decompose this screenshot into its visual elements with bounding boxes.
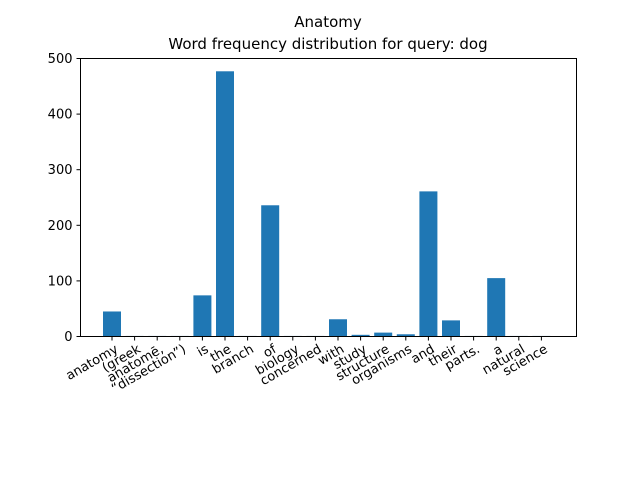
bar-14 — [419, 191, 438, 337]
bar-13 — [396, 334, 415, 337]
y-tick-label-3: 300 — [48, 163, 73, 178]
chart-title: Anatomy — [294, 13, 362, 31]
chart-subtitle: Word frequency distribution for query: d… — [168, 35, 487, 53]
y-tick-label-2: 200 — [48, 219, 73, 234]
bar-5 — [216, 71, 234, 337]
bar-7 — [261, 205, 280, 337]
bar-17 — [487, 278, 506, 337]
y-tick-label-1: 100 — [48, 274, 73, 289]
bar-10 — [329, 319, 347, 337]
bar-11 — [351, 334, 370, 337]
bar-0 — [103, 311, 121, 337]
bar-4 — [193, 295, 212, 337]
bar-15 — [442, 320, 460, 337]
y-axis: 0 100 200 300 400 500 — [48, 52, 81, 345]
bar-12 — [374, 332, 393, 337]
bars-group — [103, 71, 551, 337]
y-tick-label-4: 400 — [48, 108, 73, 123]
plot-frame — [80, 58, 577, 337]
y-tick-label-0: 0 — [64, 330, 72, 345]
y-tick-label-5: 500 — [48, 52, 73, 67]
